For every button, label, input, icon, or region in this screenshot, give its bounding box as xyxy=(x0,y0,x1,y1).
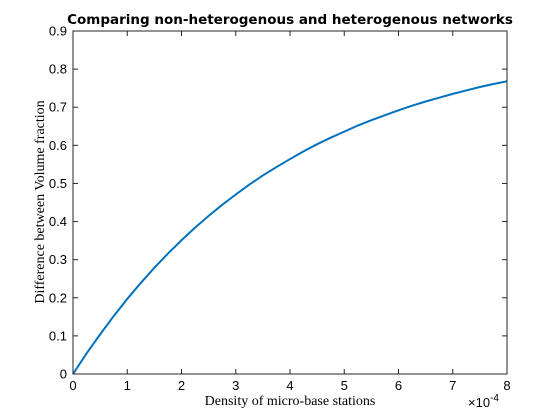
x-tick-label: 7 xyxy=(449,378,456,393)
y-tick-label: 0.5 xyxy=(49,176,67,191)
x-axis-label: Density of micro-base stations xyxy=(205,394,376,409)
y-tick-label: 0.1 xyxy=(49,328,67,343)
y-tick-label: 0.6 xyxy=(49,138,67,153)
y-axis-label: Difference between Volume fraction xyxy=(33,100,48,303)
x-axis-ticks: 0 1 2 3 4 5 6 7 8 xyxy=(69,31,511,393)
x-axis-exponent-power: -4 xyxy=(490,393,499,404)
x-tick-label: 1 xyxy=(124,378,131,393)
x-axis-exponent-base: ×10 xyxy=(468,395,490,410)
y-tick-label: 0.8 xyxy=(49,62,67,77)
axes-box xyxy=(72,30,508,375)
y-tick-label: 0 xyxy=(60,367,67,382)
y-tick-label: 0.9 xyxy=(49,24,67,39)
x-tick-label: 2 xyxy=(178,378,185,393)
x-axis-exponent: ×10-4 xyxy=(468,393,499,410)
y-tick-label: 0.3 xyxy=(49,252,67,267)
x-tick-label: 3 xyxy=(232,378,239,393)
series-line xyxy=(72,80,508,375)
x-tick-label: 0 xyxy=(69,378,76,393)
x-tick-label: 6 xyxy=(395,378,402,393)
x-tick-label: 8 xyxy=(503,378,510,393)
y-tick-label: 0.4 xyxy=(49,214,67,229)
plot-area xyxy=(73,31,507,374)
y-tick-label: 0.7 xyxy=(49,100,67,115)
x-tick-label: 4 xyxy=(286,378,293,393)
y-axis-ticks: 0 0.1 0.2 0.3 0.4 0.5 0.6 0.7 0.8 0.9 xyxy=(49,24,507,382)
x-tick-label: 5 xyxy=(341,378,348,393)
chart-title: Comparing non-heterogenous and heterogen… xyxy=(67,12,513,28)
y-tick-label: 0.2 xyxy=(49,290,67,305)
